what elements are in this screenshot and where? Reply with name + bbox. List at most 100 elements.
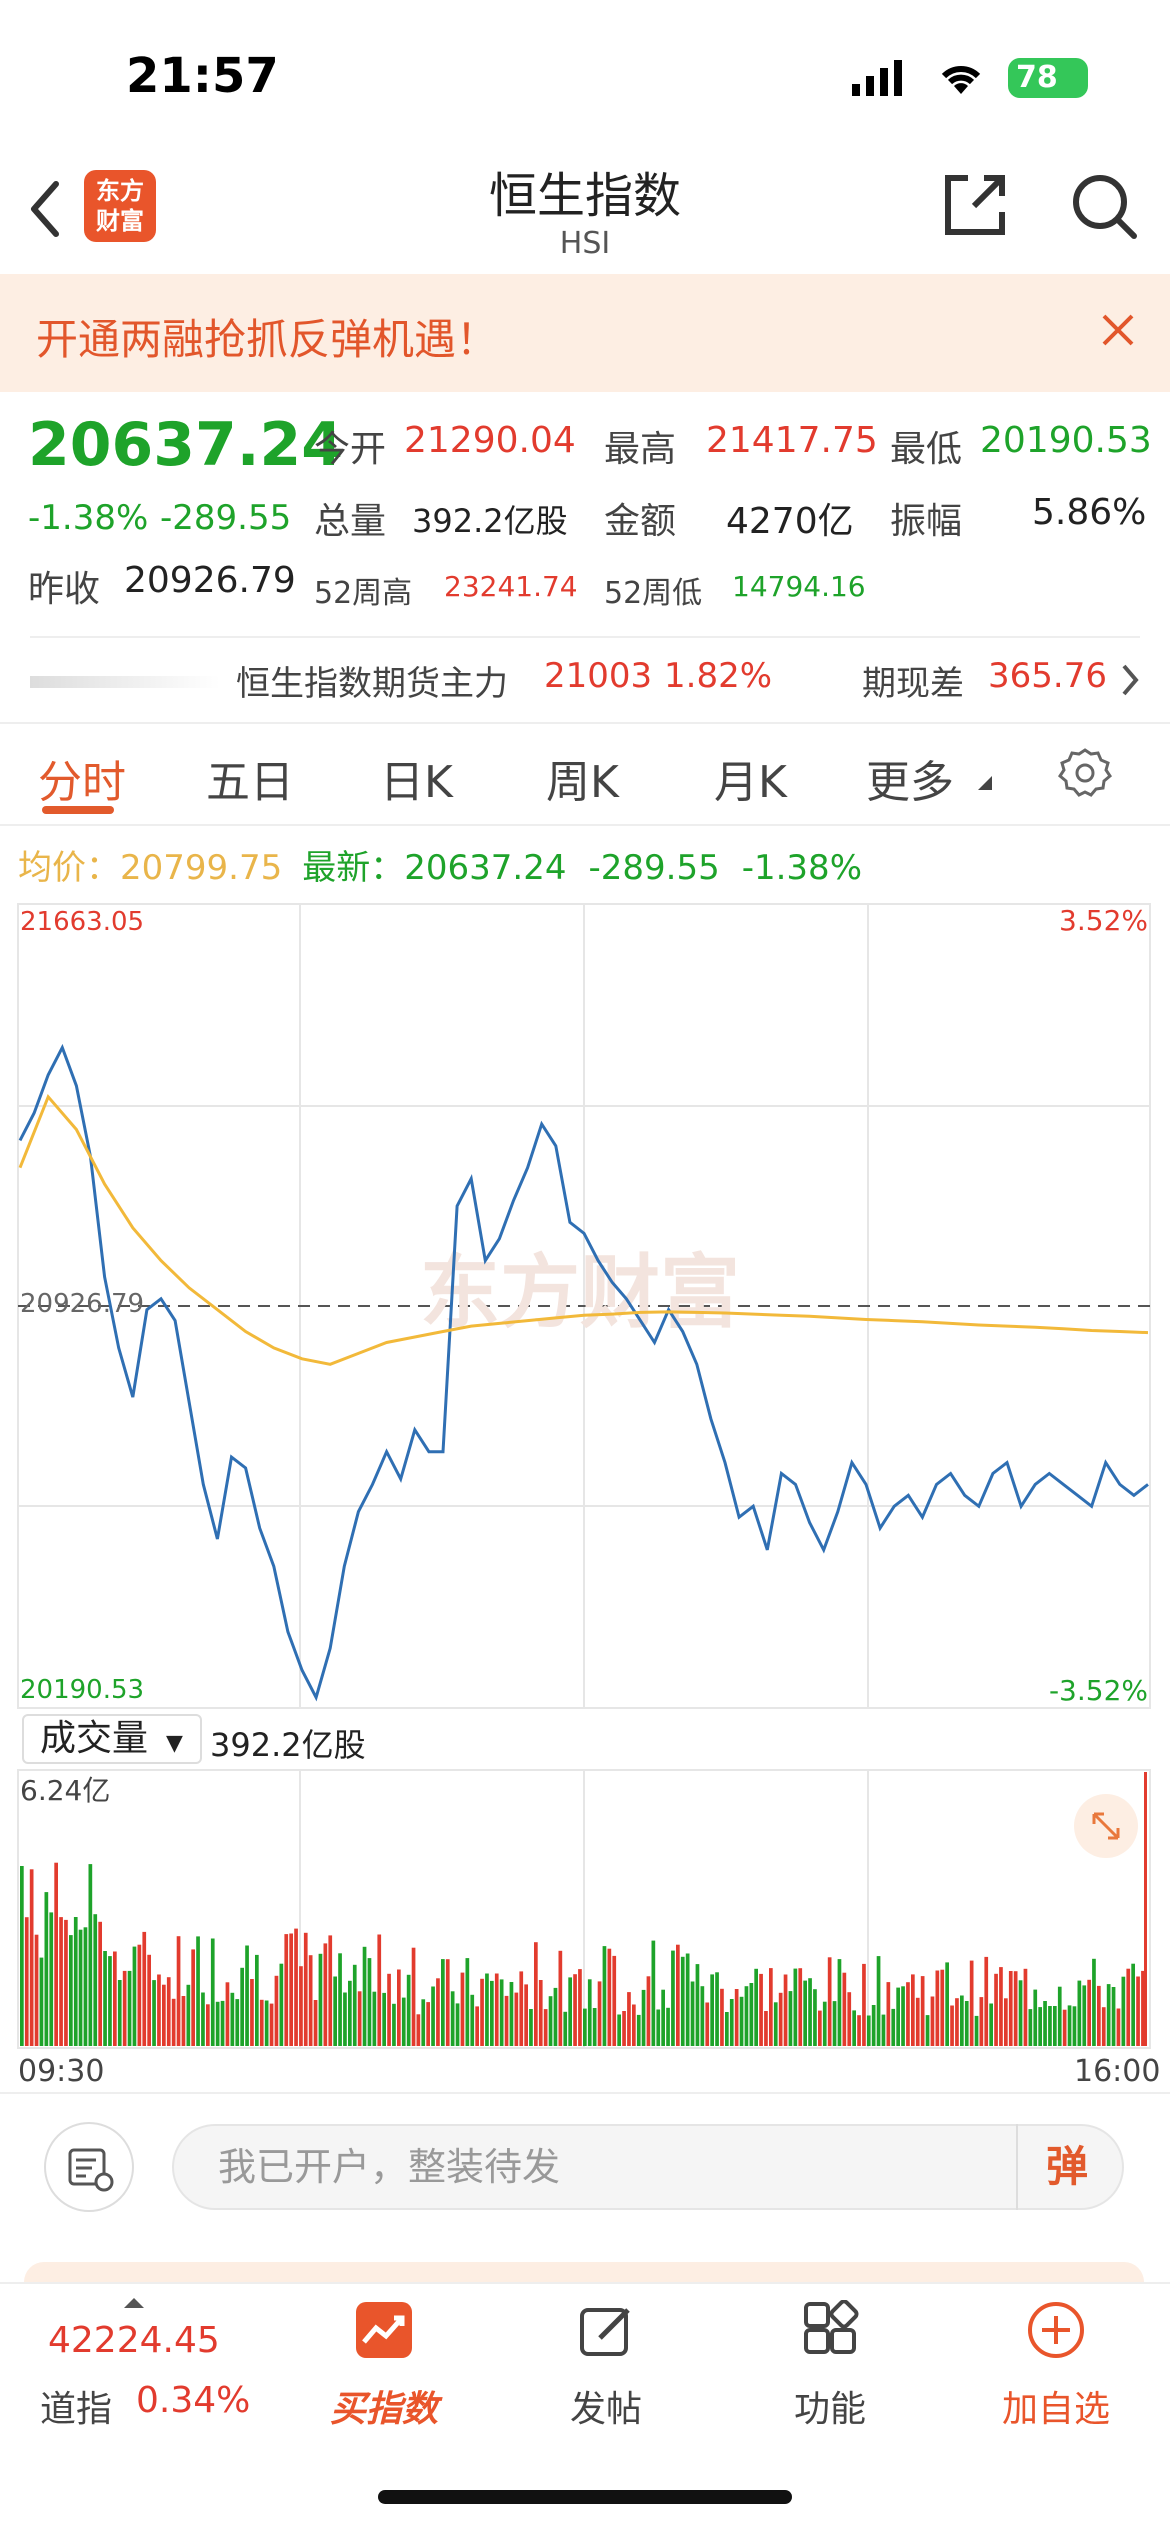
volume-bar xyxy=(1048,2006,1052,2046)
tab-monthly-k[interactable]: 月K xyxy=(714,757,787,808)
volume-bar xyxy=(103,1951,107,2046)
volume-bar xyxy=(235,1999,240,2046)
notes-button[interactable] xyxy=(44,2122,134,2212)
volume-bar xyxy=(729,1999,734,2046)
volume-bar xyxy=(421,1999,426,2046)
dji-value[interactable]: 42224.45 xyxy=(48,2320,220,2361)
volume-bar xyxy=(1082,1985,1087,2046)
buy-index-button[interactable]: 买指数 xyxy=(329,2389,438,2430)
intraday-chart[interactable]: 东方财富 21663.05 20190.53 20926.79 3.52% -3… xyxy=(0,900,1170,2090)
volume-bar xyxy=(764,2011,768,2046)
promo-banner[interactable]: 开通两融抢抓反弹机遇！ xyxy=(0,274,1170,392)
dji-label[interactable]: 道指 xyxy=(40,2389,113,2430)
tab-intraday[interactable]: 分时 xyxy=(38,757,126,808)
volume-bar xyxy=(710,1974,714,2046)
add-circle-icon[interactable] xyxy=(1026,2300,1086,2360)
comment-bar: 我已开户，整装待发 弹 xyxy=(0,2094,1170,2234)
volume-bar xyxy=(377,1934,382,2046)
volume-bar xyxy=(1116,2008,1121,2046)
comment-input[interactable]: 我已开户，整装待发 xyxy=(172,2124,1124,2210)
volume-bar xyxy=(994,1973,998,2046)
ticker-fade xyxy=(30,676,220,688)
volume-bar xyxy=(1038,2007,1042,2046)
app-logo: 东方 财富 xyxy=(84,170,156,242)
volume-bar xyxy=(152,1980,156,2046)
prev-close-value: 20926.79 xyxy=(124,560,296,601)
futures-label: 恒生指数期货主力 xyxy=(236,664,508,704)
grid-icon[interactable] xyxy=(800,2300,860,2360)
trend-icon[interactable] xyxy=(354,2300,414,2360)
share-icon[interactable] xyxy=(940,170,1010,240)
tab-weekly-k[interactable]: 周K xyxy=(546,757,619,808)
volume-bar xyxy=(387,1973,391,2046)
volume-bar xyxy=(352,1964,357,2046)
volume-bar xyxy=(568,1977,572,2046)
volume-bar xyxy=(979,1997,984,2046)
tab-five-day[interactable]: 五日 xyxy=(206,757,294,808)
volume-bar xyxy=(186,1984,191,2046)
danmu-button[interactable]: 弹 xyxy=(1016,2124,1124,2210)
volume-bar xyxy=(401,1997,406,2046)
settings-icon[interactable] xyxy=(1058,746,1112,800)
futures-row[interactable]: 恒生指数期货主力 21003 1.82% 期现差 365.76 xyxy=(0,646,1170,712)
volume-bar xyxy=(661,1989,665,2046)
nav-bar: 东方 财富 恒生指数 HSI xyxy=(0,150,1170,274)
battery-level: 78 xyxy=(1016,60,1058,95)
volume-bar xyxy=(1101,2007,1106,2046)
volume-bar xyxy=(122,1970,127,2046)
up-arrow-icon xyxy=(124,2298,144,2308)
avg-value: 20799.75 xyxy=(120,848,283,888)
y-min-label: 20190.53 xyxy=(20,1675,144,1705)
pct-max-label: 3.52% xyxy=(1059,904,1148,937)
close-icon[interactable] xyxy=(1096,308,1140,352)
volume-bar xyxy=(636,2014,641,2046)
volume-bar xyxy=(406,1974,411,2046)
volume-bar xyxy=(827,1957,832,2046)
volume-bar xyxy=(612,1955,617,2046)
function-button[interactable]: 功能 xyxy=(793,2389,866,2430)
volume-bar xyxy=(813,1989,817,2046)
volume-bar xyxy=(891,2008,896,2046)
volume-bar xyxy=(171,1998,176,2046)
volume-bar xyxy=(793,1968,798,2046)
volume-bar xyxy=(382,1992,386,2046)
volume-bar xyxy=(622,2011,626,2046)
dji-pct[interactable]: 0.34% xyxy=(136,2380,251,2421)
volume-bar xyxy=(93,1914,98,2046)
volume-bar xyxy=(250,1979,254,2046)
volume-bar xyxy=(166,1977,171,2046)
battery-icon: 78 xyxy=(1008,58,1088,98)
search-icon[interactable] xyxy=(1070,172,1140,242)
volume-bars xyxy=(20,1772,1147,2046)
post-button[interactable]: 发帖 xyxy=(569,2389,642,2430)
volume-bar xyxy=(818,2010,822,2046)
volume-bar xyxy=(279,1963,284,2046)
back-icon[interactable] xyxy=(22,174,72,244)
volume-bar xyxy=(548,1996,553,2046)
wk52-high-label: 52周高 xyxy=(314,576,413,611)
expand-button[interactable] xyxy=(1074,1794,1138,1858)
volume-selector[interactable]: 成交量 ▼ xyxy=(22,1714,202,1764)
tab-daily-k[interactable]: 日K xyxy=(380,757,453,808)
add-watchlist-button[interactable]: 加自选 xyxy=(1001,2389,1110,2430)
expand-icon xyxy=(1092,1812,1120,1840)
volume-bar xyxy=(632,2004,636,2046)
price-grid xyxy=(17,903,1151,1709)
volume-bar xyxy=(534,1942,538,2046)
volume-bar xyxy=(328,1935,333,2046)
volume-bar xyxy=(490,1980,494,2046)
volume-bar xyxy=(348,1980,352,2046)
volume-bar xyxy=(1131,1963,1135,2046)
tab-more[interactable]: 更多 xyxy=(866,757,954,808)
volume-bar xyxy=(397,1969,401,2046)
volume-bar xyxy=(157,1974,161,2046)
volume-bar xyxy=(24,1917,29,2046)
edit-icon[interactable] xyxy=(576,2300,636,2360)
avg-price-line xyxy=(18,1093,1149,1366)
volume-bar xyxy=(543,2009,548,2046)
volume-bar xyxy=(220,2000,225,2046)
volume-bar xyxy=(162,1984,166,2046)
volume-bar xyxy=(906,1982,910,2046)
volume-bar xyxy=(529,2009,533,2046)
volume-bar xyxy=(974,2015,979,2046)
